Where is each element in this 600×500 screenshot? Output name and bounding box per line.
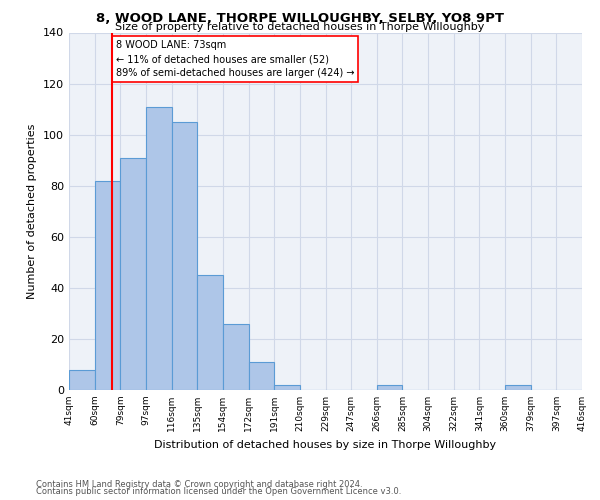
Text: Contains HM Land Registry data © Crown copyright and database right 2024.: Contains HM Land Registry data © Crown c…: [36, 480, 362, 489]
Bar: [121, 158, 146, 390]
Text: 8 WOOD LANE: 73sqm
← 11% of detached houses are smaller (52)
89% of semi-detache: 8 WOOD LANE: 73sqm ← 11% of detached hou…: [116, 40, 355, 78]
Bar: [274, 385, 300, 390]
Text: Size of property relative to detached houses in Thorpe Willoughby: Size of property relative to detached ho…: [115, 22, 485, 32]
Bar: [197, 275, 223, 390]
Bar: [69, 370, 95, 390]
Bar: [505, 385, 531, 390]
Bar: [95, 180, 121, 390]
Y-axis label: Number of detached properties: Number of detached properties: [28, 124, 37, 299]
X-axis label: Distribution of detached houses by size in Thorpe Willoughby: Distribution of detached houses by size …: [154, 440, 497, 450]
Bar: [248, 362, 274, 390]
Bar: [377, 385, 403, 390]
Text: Contains public sector information licensed under the Open Government Licence v3: Contains public sector information licen…: [36, 487, 401, 496]
Bar: [223, 324, 248, 390]
Bar: [146, 106, 172, 390]
Bar: [172, 122, 197, 390]
Text: 8, WOOD LANE, THORPE WILLOUGHBY, SELBY, YO8 9PT: 8, WOOD LANE, THORPE WILLOUGHBY, SELBY, …: [96, 12, 504, 26]
